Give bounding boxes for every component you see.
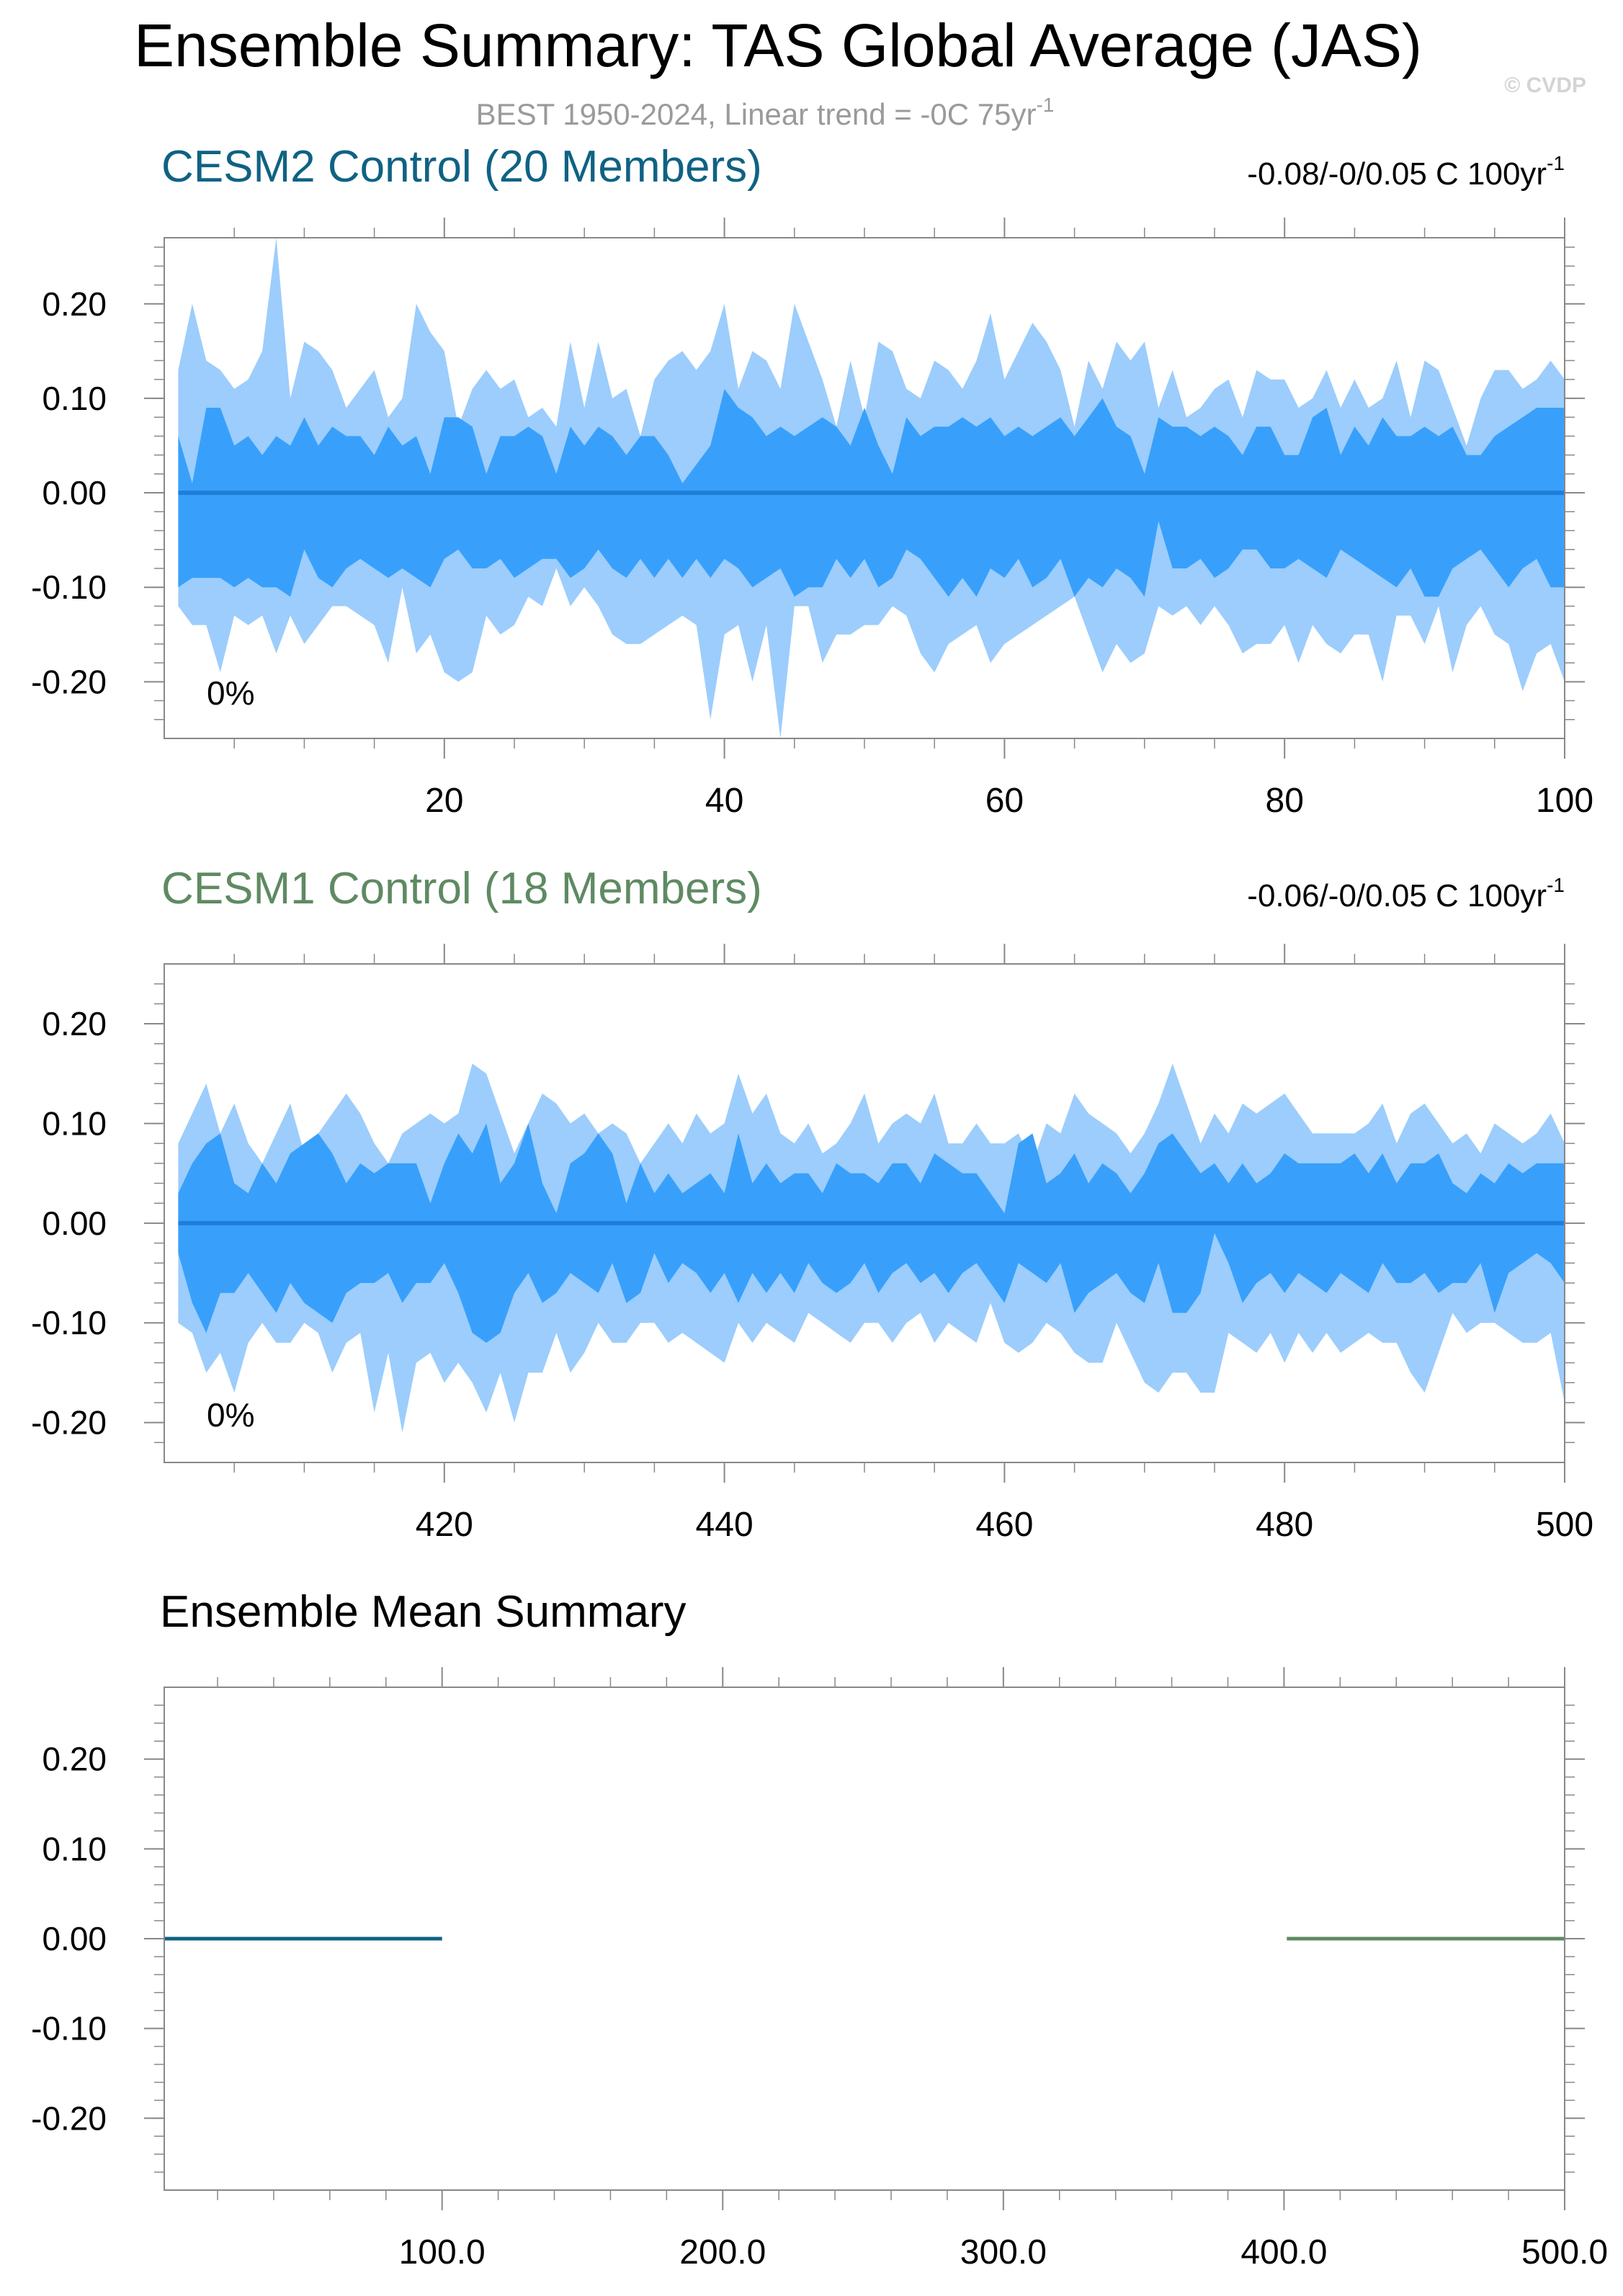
p0-xtick-label: 60 [985, 782, 1024, 820]
p1-ytick-label: 0.10 [42, 1104, 107, 1142]
p0-xtick-label: 80 [1266, 782, 1304, 820]
panel-cesm2: CESM2 Control (20 Members) -0.08/-0/0.05… [31, 142, 1593, 820]
figure-title: Ensemble Summary: TAS Global Average (JA… [134, 12, 1422, 79]
p2-xtick-label: 200.0 [679, 2233, 766, 2272]
subtitle-superscript: -1 [1036, 94, 1054, 116]
p1-xtick-label: 480 [1256, 1506, 1313, 1544]
p2-xtick-label: 100.0 [399, 2233, 486, 2272]
p2-ytick-label: -0.10 [31, 2010, 107, 2047]
p0-ytick-label: 0.00 [42, 474, 107, 512]
p1-xtick-label: 500 [1536, 1506, 1593, 1544]
p1-ytick-label: -0.20 [31, 1404, 107, 1442]
panel-cesm2-plot-area: 0.20 0.10 0.00 -0.10 -0.20 20 40 60 80 100 [31, 218, 1593, 820]
panel-cesm1-trend-superscript: -1 [1547, 874, 1565, 896]
p0-ytick-label: 0.10 [42, 380, 107, 417]
panel-cesm2-trend-superscript: -1 [1547, 152, 1565, 174]
p0-xtick-label: 100 [1536, 782, 1593, 820]
figure-subtitle: BEST 1950-2024, Linear trend = -0C 75yr-… [476, 94, 1055, 131]
panel-cesm1-trend-base: -0.06/-0/0.05 C 100yr [1247, 878, 1547, 914]
p0-ytick-label: 0.20 [42, 285, 107, 323]
p2-xtick-label: 300.0 [960, 2233, 1047, 2272]
p1-xtick-label: 440 [696, 1506, 754, 1544]
panel-ensemble-mean-plot-area: 0.20 0.10 0.00 -0.10 -0.20 100.0 200.0 300.0 400… [31, 1667, 1608, 2272]
panel-cesm1-title: CESM1 Control (18 Members) [161, 864, 762, 914]
panel-cesm2-percent: 0% [207, 674, 254, 712]
p0-ytick-label: -0.10 [31, 568, 107, 606]
p2-ytick-label: -0.20 [31, 2099, 107, 2137]
p2-xtick-label: 400.0 [1240, 2233, 1327, 2272]
subtitle-base: BEST 1950-2024, Linear trend = -0C 75yr [476, 97, 1037, 131]
p2-ytick-label: 0.00 [42, 1920, 107, 1957]
p0-xtick-label: 20 [425, 782, 463, 820]
p1-series-p75-p25-band [178, 1123, 1565, 1343]
panel-cesm2-trend: -0.08/-0/0.05 C 100yr-1 [1247, 152, 1565, 192]
p1-xtick-label: 420 [416, 1506, 473, 1544]
p2-xtick-label: 500.0 [1521, 2233, 1608, 2272]
p2-ytick-label: 0.20 [42, 1741, 107, 1778]
panel-cesm2-title: CESM2 Control (20 Members) [161, 142, 762, 192]
panel-ensemble-mean: Ensemble Mean Summary 0.20 0.10 0.00 -0.10 -… [31, 1587, 1608, 2272]
p2-ytick-label: 0.10 [42, 1830, 107, 1867]
p0-xtick-label: 40 [705, 782, 743, 820]
p1-ytick-label: -0.10 [31, 1304, 107, 1341]
panel-cesm1-percent: 0% [207, 1396, 254, 1434]
p1-xtick-label: 460 [975, 1506, 1033, 1544]
panel-ensemble-mean-title: Ensemble Mean Summary [160, 1587, 687, 1637]
watermark: © CVDP [1504, 73, 1586, 97]
p1-ytick-label: 0.00 [42, 1205, 107, 1242]
panel-cesm1-plot-area: 0.20 0.10 0.00 -0.10 -0.20 420 440 460 480 500 [31, 944, 1593, 1544]
panel-cesm1: CESM1 Control (18 Members) -0.06/-0/0.05… [31, 864, 1593, 1544]
panel-cesm1-trend: -0.06/-0/0.05 C 100yr-1 [1247, 874, 1565, 914]
p0-ytick-label: -0.20 [31, 663, 107, 700]
p1-ytick-label: 0.20 [42, 1005, 107, 1042]
panel-cesm2-trend-base: -0.08/-0/0.05 C 100yr [1247, 156, 1547, 192]
